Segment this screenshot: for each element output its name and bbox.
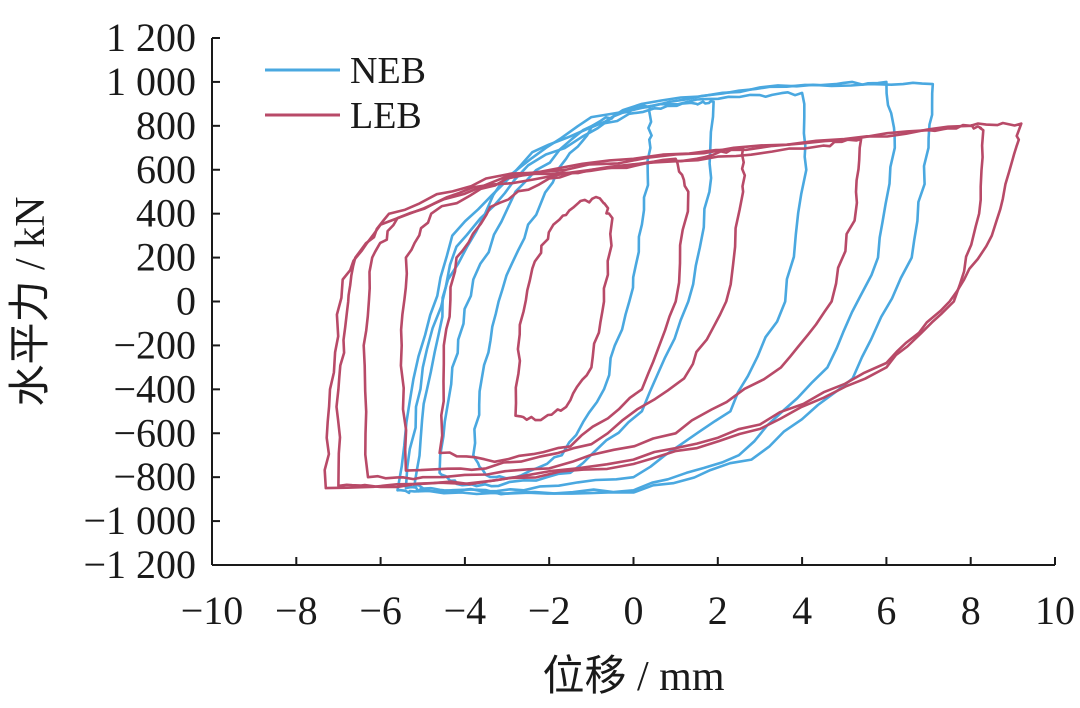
x-tick-label: 0: [624, 588, 644, 633]
x-tick-label: −6: [359, 588, 402, 633]
series-leb-loop-6: [323, 121, 1023, 490]
legend-label: LEB: [350, 95, 422, 137]
y-axis-title: 水平力 / kN: [8, 196, 54, 406]
y-tick-label: 400: [136, 191, 196, 236]
x-axis-title: 位移 / mm: [542, 653, 724, 700]
x-tick-label: 6: [876, 588, 896, 633]
y-tick-label: −1 200: [83, 542, 196, 587]
x-tick-label: −4: [444, 588, 487, 633]
y-tick-label: 200: [136, 235, 196, 280]
y-tick-label: 1 200: [106, 15, 196, 60]
x-tick-label: −8: [275, 588, 318, 633]
x-tick-label: −10: [181, 588, 244, 633]
x-tick-label: −2: [528, 588, 571, 633]
y-tick-label: −200: [113, 322, 196, 367]
x-tick-label: 4: [792, 588, 812, 633]
y-tick-label: −1 000: [83, 498, 196, 543]
series-neb-loop-3: [413, 91, 808, 493]
series-leb-loop-4: [362, 137, 863, 481]
legend-item-neb: NEB: [265, 50, 426, 92]
series-leb: [323, 121, 1023, 490]
series-neb-loop-2: [438, 99, 715, 488]
y-tick-label: −800: [113, 454, 196, 499]
x-tick-label: 8: [961, 588, 981, 633]
y-tick-label: 1 000: [106, 59, 196, 104]
series-leb-loop-1: [514, 195, 614, 422]
y-tick-label: −600: [113, 410, 196, 455]
y-tick-label: 600: [136, 147, 196, 192]
x-tick-label: 2: [708, 588, 728, 633]
series-leb-loop-2: [438, 157, 690, 464]
y-tick-label: 800: [136, 103, 196, 148]
x-tick-label: 10: [1035, 588, 1075, 633]
legend-label: NEB: [350, 50, 426, 92]
y-tick-label: 0: [176, 279, 196, 324]
series-neb: [396, 80, 935, 496]
y-tick-label: −400: [113, 366, 196, 411]
series-layer: [323, 80, 1023, 496]
series-neb-loop-5: [396, 81, 935, 496]
legend-item-leb: LEB: [265, 95, 422, 137]
axes-layer: −1 200−1 000−800−600−400−200020040060080…: [83, 15, 1075, 633]
